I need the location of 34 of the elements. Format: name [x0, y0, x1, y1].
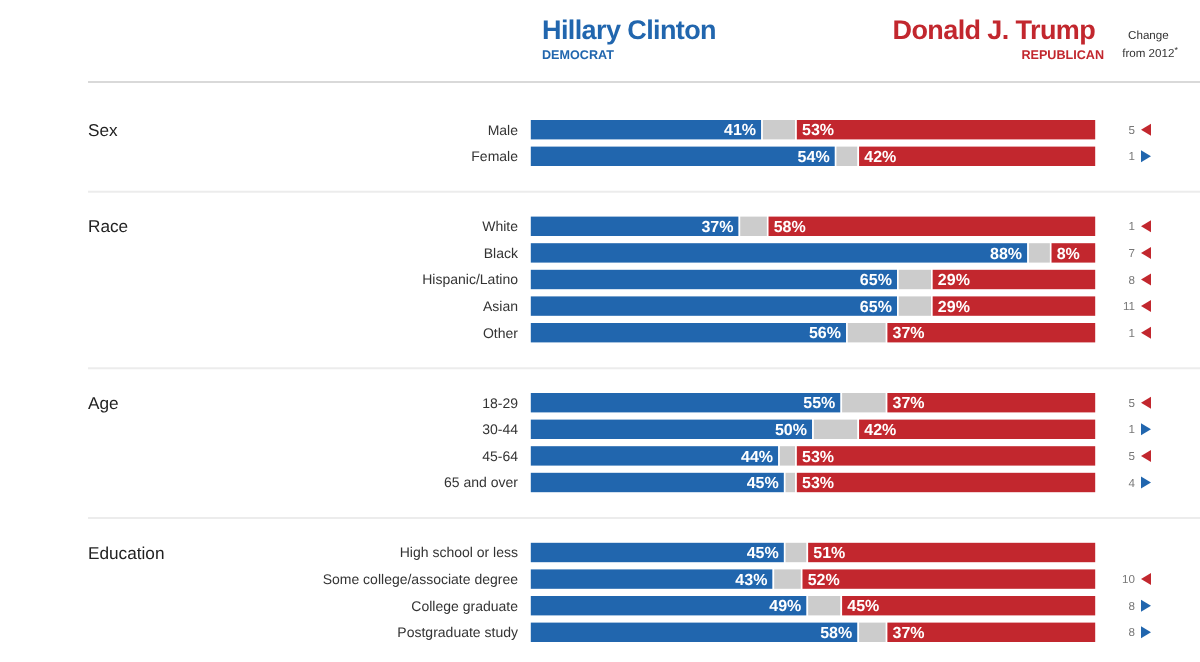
y-axis-title: Race — [88, 216, 129, 237]
data-label: 41% — [724, 121, 757, 140]
data-label: 29% — [937, 271, 970, 290]
data-label: 45% — [746, 474, 779, 493]
data-label: 58% — [773, 217, 806, 236]
data-label: 55% — [803, 394, 836, 413]
data-label: 37% — [892, 394, 925, 413]
data-label: 8% — [1056, 244, 1080, 263]
data-label: 45% — [746, 544, 779, 563]
data-label: 45% — [847, 597, 880, 616]
data-label: 37% — [701, 217, 734, 236]
data-label: 65% — [859, 297, 892, 316]
data-label: 43% — [735, 570, 768, 589]
data-label: 42% — [864, 147, 897, 166]
data-label: 37% — [892, 623, 925, 642]
data-label: 88% — [990, 244, 1023, 263]
data-label: 58% — [820, 623, 853, 642]
y-axis-title: Education — [88, 542, 165, 563]
data-label: 51% — [813, 544, 846, 563]
data-label: 53% — [802, 121, 835, 140]
y-axis-title: Age — [88, 392, 120, 413]
data-label: 56% — [808, 324, 841, 343]
y-axis-title: Sex — [88, 119, 120, 140]
data-label: 52% — [807, 570, 840, 589]
data-label: 50% — [774, 420, 807, 439]
data-label: 37% — [892, 324, 925, 343]
data-label: 49% — [769, 597, 802, 616]
data-label: 53% — [802, 447, 835, 466]
data-label: 65% — [859, 271, 892, 290]
data-label: 44% — [741, 447, 774, 466]
data-label: 54% — [797, 147, 830, 166]
data-label: 29% — [937, 297, 970, 316]
data-label: 42% — [864, 420, 897, 439]
data-label: 53% — [802, 474, 835, 493]
